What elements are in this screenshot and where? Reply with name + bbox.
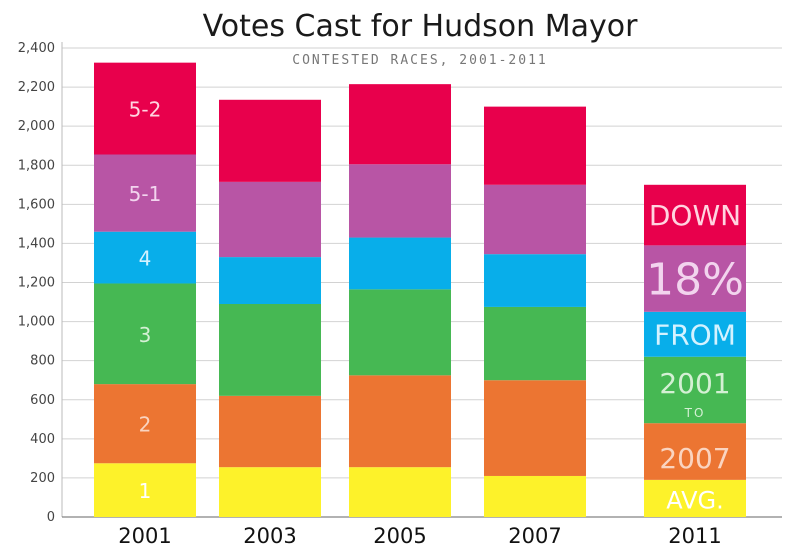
bar-2005-segment-5-1 (349, 164, 451, 238)
bar-2011-segment-2 (644, 423, 746, 480)
segment-label: 3 (139, 323, 152, 347)
x-tick-label: 2001 (118, 524, 171, 548)
y-tick-label: 1,000 (18, 315, 55, 330)
bar-2005-segment-3 (349, 289, 451, 376)
bar-2005-segment-5-2 (349, 84, 451, 165)
bar-2011-segment-4 (644, 311, 746, 357)
bar-2003-segment-5-2 (219, 99, 321, 182)
bar-2005-segment-1 (349, 467, 451, 517)
y-tick-label: 2,200 (18, 80, 55, 95)
y-tick-label: 1,600 (18, 197, 55, 212)
chart-title: Votes Cast for Hudson Mayor (203, 9, 639, 44)
annotation-label: AVG. (666, 486, 724, 514)
segment-label: 5-1 (129, 182, 162, 206)
y-tick-label: 2,400 (18, 41, 55, 56)
bar-2005-segment-4 (349, 237, 451, 290)
bar-2005-segment-2 (349, 375, 451, 468)
y-tick-label: 400 (30, 432, 55, 447)
bar-2001-segment-5-1 (94, 154, 196, 232)
annotation-label: 2007 (659, 442, 730, 475)
bar-2011-segment-5-2 (644, 184, 746, 246)
bar-2003-segment-2 (219, 395, 321, 468)
bar-2007-segment-5-1 (484, 184, 586, 255)
y-tick-label: 1,800 (18, 158, 55, 173)
y-tick-label: 200 (30, 471, 55, 486)
y-tick-label: 1,200 (18, 276, 55, 291)
bar-2003-segment-1 (219, 467, 321, 517)
annotation-label: DOWN (649, 199, 741, 232)
x-tick-label: 2011 (668, 524, 721, 548)
segment-labels: 1 2 3 4 5-1 5-2 AVG. 2007 FROM DOWN 2001 TO 18% (129, 98, 744, 515)
annotation-label: TO (684, 406, 706, 420)
y-tick-label: 800 (30, 354, 55, 369)
x-axis: 2001 2003 2005 2007 2011 (118, 524, 721, 548)
x-tick-label: 2003 (243, 524, 296, 548)
annotation-big-label: 18% (646, 255, 744, 306)
chart-subtitle: CONTESTED RACES, 2001-2011 (292, 53, 548, 68)
segment-label: 2 (139, 413, 152, 437)
bar-2007-segment-2 (484, 380, 586, 476)
bar-2003-segment-5-1 (219, 181, 321, 258)
y-tick-label: 0 (47, 510, 55, 525)
y-tick-label: 600 (30, 393, 55, 408)
y-tick-label: 2,000 (18, 119, 55, 134)
bar-2001-segment-1 (94, 463, 196, 517)
bar-2001-segment-5-2 (94, 62, 196, 155)
segment-label: 4 (139, 247, 152, 271)
bars (94, 62, 746, 517)
bar-2011-segment-3 (644, 356, 746, 424)
x-tick-label: 2005 (373, 524, 426, 548)
bar-2011-segment-5-1 (644, 245, 746, 312)
y-axis: 0 200 400 600 800 1,000 1,200 1,400 1,600 1,800 2,… (18, 41, 782, 525)
segment-label: 1 (139, 479, 152, 503)
x-tick-label: 2007 (508, 524, 561, 548)
annotation-label: FROM (654, 318, 736, 351)
bar-2003-segment-3 (219, 303, 321, 396)
y-tick-label: 1,400 (18, 236, 55, 251)
bar-2001-segment-2 (94, 384, 196, 464)
bar-2007-segment-4 (484, 254, 586, 307)
bar-2003-segment-4 (219, 257, 321, 304)
bar-2011-segment-1 (644, 479, 746, 517)
annotation-label: 2001 (659, 367, 730, 400)
segment-label: 5-2 (129, 98, 162, 122)
bar-2007-segment-5-2 (484, 106, 586, 185)
bar-2007-segment-3 (484, 306, 586, 381)
bar-2001-segment-4 (94, 231, 196, 284)
bar-2007-segment-1 (484, 475, 586, 517)
bar-2001-segment-3 (94, 283, 196, 385)
